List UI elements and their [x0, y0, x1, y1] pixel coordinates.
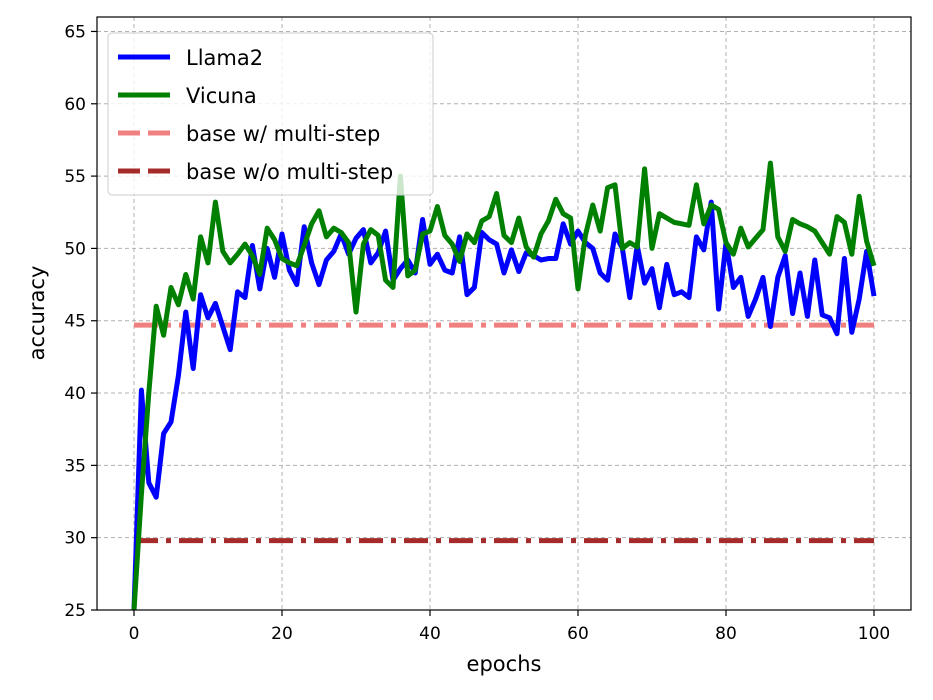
y-axis-label: accuracy — [25, 266, 49, 361]
x-tick-label: 60 — [567, 624, 589, 644]
legend-label-base-without-multistep: base w/o multi-step — [186, 160, 393, 184]
x-tick-label: 20 — [271, 624, 293, 644]
x-tick-label: 0 — [129, 624, 140, 644]
y-tick-label: 35 — [64, 456, 86, 476]
x-tick-label: 100 — [858, 624, 890, 644]
y-tick-label: 55 — [64, 167, 86, 187]
x-tick-label: 40 — [419, 624, 441, 644]
y-tick-label: 50 — [64, 239, 86, 259]
legend-label-llama2: Llama2 — [186, 46, 263, 70]
legend-box — [107, 32, 434, 196]
x-axis-label: epochs — [467, 652, 542, 676]
y-tick-label: 60 — [64, 95, 86, 115]
y-tick-label: 40 — [64, 384, 86, 404]
y-tick-label: 25 — [64, 601, 86, 621]
x-axis-ticks: 0 20 40 60 80 100 — [129, 610, 890, 644]
plot-frame — [96, 16, 912, 611]
legend-label-vicuna: Vicuna — [186, 84, 257, 108]
series-lines — [131, 160, 877, 611]
y-tick-label: 65 — [64, 22, 86, 42]
y-tick-label: 30 — [64, 529, 86, 549]
legend-label-base-with-multistep: base w/ multi-step — [186, 122, 380, 146]
x-tick-label: 80 — [715, 624, 737, 644]
y-tick-label: 45 — [64, 312, 86, 332]
baseline-lines — [134, 322, 874, 544]
legend: Llama2 Vicuna base w/ multi-step base w/… — [107, 32, 434, 196]
y-axis-ticks: 25 30 35 40 45 50 55 60 65 — [64, 22, 97, 621]
series-line-vicuna — [131, 160, 877, 611]
